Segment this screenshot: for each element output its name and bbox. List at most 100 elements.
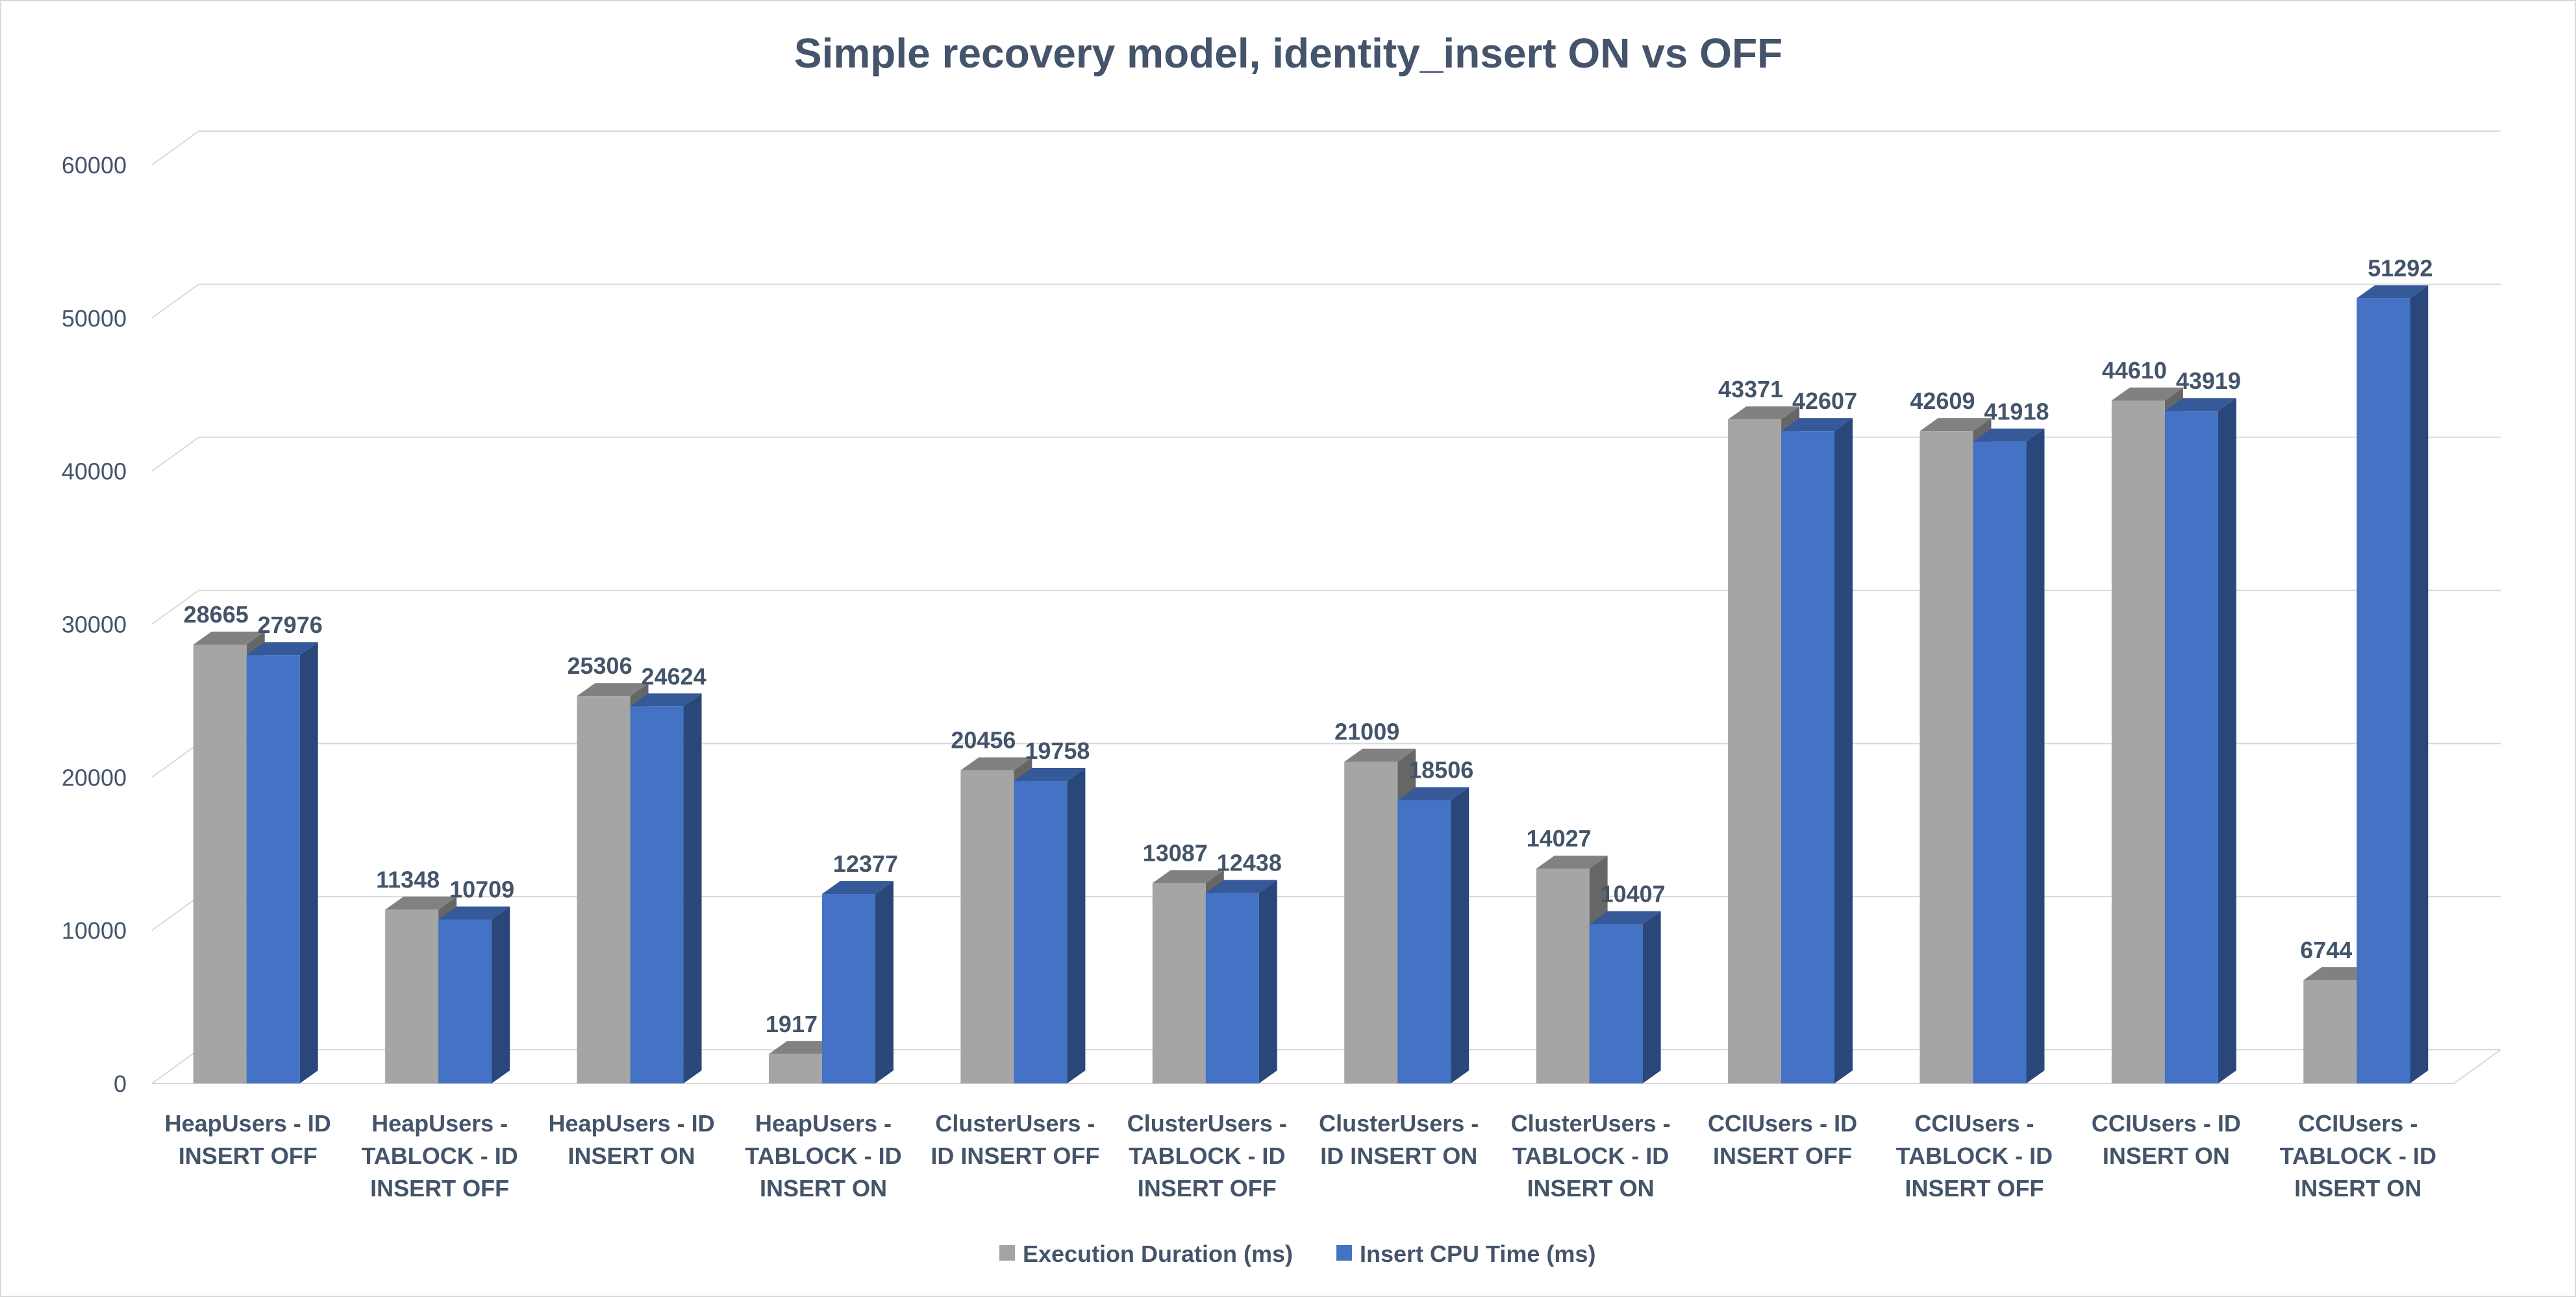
bar-top <box>2111 387 2183 401</box>
legend-label-insert-cpu-time: Insert CPU Time (ms) <box>1360 1241 1595 1267</box>
bar <box>1973 441 2027 1083</box>
bar-side <box>2026 428 2045 1083</box>
data-label: 41918 <box>1984 398 2049 425</box>
x-tick-label: ClusterUsers - TABLOCK - ID INSERT OFF <box>1127 1110 1287 1202</box>
x-axis: HeapUsers - ID INSERT OFF HeapUsers - TABLO… <box>165 1110 2436 1202</box>
bar-top <box>246 642 318 656</box>
bar <box>1919 431 1973 1083</box>
data-label: 42609 <box>1910 388 1975 414</box>
bar <box>1536 869 1590 1083</box>
data-label: 10709 <box>449 876 514 902</box>
x-tick-label-line: ClusterUsers - <box>935 1110 1095 1137</box>
data-label: 10407 <box>1601 881 1666 908</box>
data-label: 27976 <box>258 611 323 638</box>
bar <box>1014 781 1068 1083</box>
bar <box>1589 924 1643 1083</box>
bar-top <box>1728 406 1800 420</box>
bar-side <box>1642 911 1661 1083</box>
x-tick-label-line: TABLOCK - ID <box>361 1143 518 1169</box>
bar-top <box>1152 870 1224 883</box>
data-label: 12438 <box>1217 850 1282 876</box>
bar <box>2164 411 2218 1083</box>
bar-top <box>2357 285 2429 299</box>
x-tick-label: HeapUsers - TABLOCK - ID INSERT OFF <box>361 1110 518 1202</box>
bar-top <box>438 906 510 920</box>
bar-side <box>1258 880 1277 1083</box>
gridline-diagonal <box>151 589 199 625</box>
bar-top <box>1344 748 1416 762</box>
data-label: 43371 <box>1718 376 1783 402</box>
gridline-diagonal <box>151 284 199 319</box>
y-tick-label: 0 <box>114 1070 127 1097</box>
x-tick-label: CCIUsers - ID INSERT OFF <box>1708 1110 1857 1169</box>
data-label: 28665 <box>184 601 249 628</box>
data-label: 14027 <box>1527 825 1592 852</box>
bar <box>1728 419 1782 1083</box>
bar <box>1152 883 1206 1083</box>
x-tick-label-line: CCIUsers - ID <box>2092 1110 2241 1137</box>
y-tick-label: 30000 <box>62 611 127 638</box>
data-label: 43919 <box>2176 367 2241 394</box>
bar <box>193 644 247 1083</box>
data-label: 44610 <box>2102 357 2167 384</box>
bar-side <box>1834 418 1853 1083</box>
x-tick-label: CCIUsers - ID INSERT ON <box>2092 1110 2241 1169</box>
bar-side <box>1067 768 1086 1083</box>
x-tick-label: HeapUsers - ID INSERT OFF <box>165 1110 331 1169</box>
x-tick-label-line: INSERT ON <box>568 1143 695 1169</box>
x-tick-label-line: TABLOCK - ID <box>2280 1143 2436 1169</box>
gridline-diagonal <box>151 1049 199 1084</box>
x-tick-label: ClusterUsers - TABLOCK - ID INSERT ON <box>1511 1110 1671 1202</box>
x-tick-label-line: HeapUsers - <box>755 1110 892 1137</box>
x-tick-label-line: INSERT ON <box>760 1175 887 1202</box>
bar <box>2111 400 2165 1083</box>
x-tick-label-line: INSERT OFF <box>370 1175 509 1202</box>
gridline-diagonal <box>151 436 199 472</box>
x-tick-label-line: INSERT ON <box>1527 1175 1655 1202</box>
bar-side <box>299 642 318 1083</box>
data-label: 6744 <box>2300 937 2352 963</box>
bar <box>1781 431 1835 1083</box>
y-axis: 0 10000 20000 30000 40000 50000 60000 <box>62 152 127 1097</box>
bar-side <box>492 906 510 1083</box>
bar-top <box>385 896 457 910</box>
bar-top <box>2164 398 2236 412</box>
bar <box>821 894 875 1083</box>
x-tick-label-line: ClusterUsers - <box>1319 1110 1479 1137</box>
y-tick-label: 50000 <box>62 305 127 332</box>
bar <box>1205 893 1259 1083</box>
y-tick-label: 40000 <box>62 458 127 485</box>
bar-side <box>875 881 894 1083</box>
data-label: 24624 <box>641 663 706 689</box>
bar-top <box>1781 418 1853 432</box>
bar-top <box>960 757 1032 771</box>
x-tick-label-line: ID INSERT ON <box>1320 1143 1477 1169</box>
data-label: 19758 <box>1025 737 1090 764</box>
x-tick-label-line: ID INSERT OFF <box>931 1143 1099 1169</box>
data-labels: 28665 27976 11348 10709 25306 24624 1917 12377 2… <box>184 254 2433 1037</box>
x-tick-label: ClusterUsers - ID INSERT OFF <box>931 1110 1099 1169</box>
legend-swatch-execution-duration <box>999 1245 1015 1261</box>
data-label: 20456 <box>951 727 1016 754</box>
data-label: 13087 <box>1143 839 1208 866</box>
x-tick-label-line: HeapUsers - ID <box>548 1110 714 1137</box>
x-tick-label-line: ClusterUsers - <box>1127 1110 1287 1137</box>
data-label: 25306 <box>567 652 632 679</box>
x-tick-label-line: INSERT ON <box>2103 1143 2230 1169</box>
bar <box>246 655 300 1083</box>
bar <box>385 909 439 1083</box>
x-tick-label-line: CCIUsers - <box>2298 1110 2418 1137</box>
x-tick-label-line: TABLOCK - ID <box>1129 1143 1285 1169</box>
data-label: 1917 <box>766 1011 818 1037</box>
data-label: 42607 <box>1792 388 1857 414</box>
data-label: 18506 <box>1408 757 1473 784</box>
bar-top <box>577 683 649 697</box>
bar <box>2357 298 2410 1084</box>
bars <box>193 285 2429 1084</box>
x-tick-label-line: HeapUsers - ID <box>165 1110 331 1137</box>
gridline-diagonal <box>151 743 199 778</box>
legend: Execution Duration (ms) Insert CPU Time (… <box>999 1241 1595 1267</box>
y-tick-label: 20000 <box>62 764 127 791</box>
